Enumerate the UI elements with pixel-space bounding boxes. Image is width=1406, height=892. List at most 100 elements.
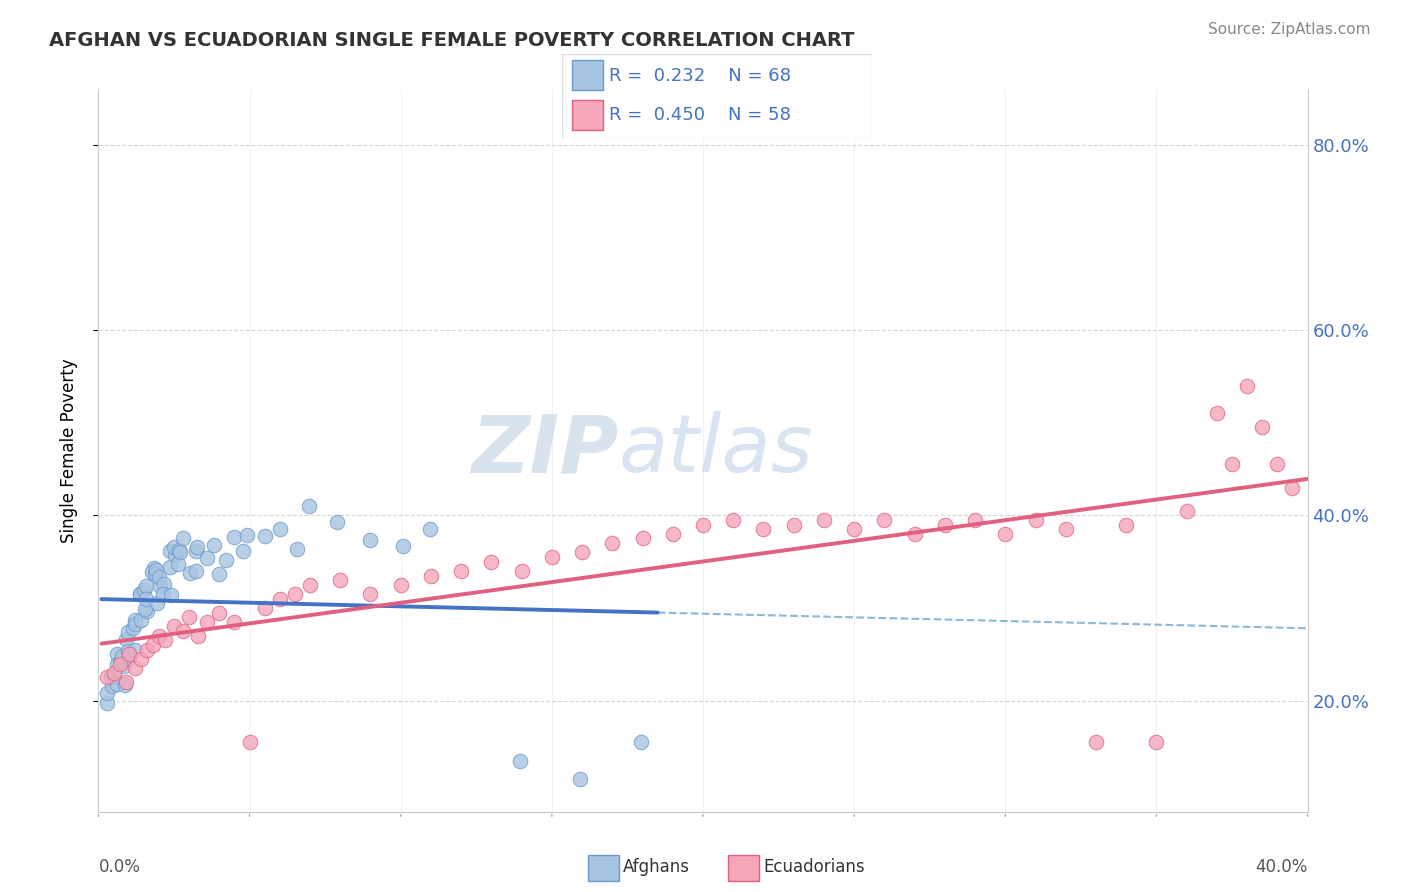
Point	[224, 530, 246, 544]
Point	[96, 670, 118, 684]
Point	[359, 533, 381, 547]
Point	[135, 642, 157, 657]
Point	[110, 653, 132, 667]
Point	[148, 629, 170, 643]
Point	[135, 592, 157, 607]
Point	[142, 638, 165, 652]
Point	[1206, 406, 1229, 420]
Text: 40.0%: 40.0%	[1256, 858, 1308, 876]
Point	[165, 548, 187, 562]
Point	[752, 522, 775, 536]
Point	[179, 610, 201, 624]
Text: Ecuadorians: Ecuadorians	[763, 858, 865, 876]
Point	[159, 588, 181, 602]
Point	[661, 526, 683, 541]
Point	[135, 579, 157, 593]
Point	[208, 567, 231, 582]
Point	[146, 596, 169, 610]
Point	[1054, 522, 1077, 536]
Point	[1085, 735, 1108, 749]
Point	[783, 517, 806, 532]
Point	[208, 606, 231, 620]
Point	[299, 578, 322, 592]
Point	[103, 668, 125, 682]
Point	[124, 613, 146, 627]
Point	[360, 587, 382, 601]
Point	[994, 526, 1017, 541]
Point	[904, 526, 927, 541]
Point	[152, 587, 174, 601]
Point	[1144, 735, 1167, 749]
Point	[1251, 420, 1274, 434]
Point	[184, 564, 207, 578]
Point	[159, 544, 181, 558]
Bar	[572, 100, 603, 130]
Point	[509, 754, 531, 768]
Point	[1024, 513, 1046, 527]
Point	[569, 772, 592, 787]
Point	[450, 564, 472, 578]
Point	[934, 517, 956, 532]
Point	[117, 643, 139, 657]
Point	[269, 522, 291, 536]
Point	[169, 545, 191, 559]
Point	[141, 565, 163, 579]
Point	[108, 657, 131, 671]
Point	[124, 616, 146, 631]
Point	[329, 573, 352, 587]
Point	[149, 579, 172, 593]
Text: R =  0.232    N = 68: R = 0.232 N = 68	[609, 67, 790, 85]
Point	[96, 686, 118, 700]
Point	[114, 678, 136, 692]
Point	[186, 540, 208, 554]
Point	[1220, 458, 1243, 472]
Point	[105, 677, 128, 691]
Point	[101, 679, 124, 693]
Point	[159, 560, 181, 574]
Point	[392, 540, 415, 554]
Point	[873, 513, 896, 527]
Point	[103, 665, 125, 680]
Point	[129, 586, 152, 600]
Point	[179, 566, 201, 580]
Point	[571, 545, 593, 559]
Point	[232, 544, 254, 558]
Text: atlas: atlas	[619, 411, 813, 490]
Point	[114, 675, 136, 690]
Point	[172, 531, 194, 545]
Point	[172, 624, 194, 639]
Point	[163, 619, 186, 633]
Point	[253, 601, 276, 615]
Point	[813, 513, 835, 527]
Point	[254, 529, 277, 543]
Point	[1236, 378, 1258, 392]
Text: R =  0.450    N = 58: R = 0.450 N = 58	[609, 106, 790, 124]
Y-axis label: Single Female Poverty: Single Female Poverty	[59, 359, 77, 542]
FancyBboxPatch shape	[562, 54, 872, 138]
Text: Afghans: Afghans	[623, 858, 690, 876]
Point	[215, 553, 238, 567]
Point	[510, 564, 533, 578]
Point	[1175, 503, 1198, 517]
Point	[298, 500, 321, 514]
Point	[105, 657, 128, 671]
Point	[111, 648, 134, 663]
Point	[723, 513, 745, 527]
Point	[1281, 481, 1303, 495]
Text: 0.0%: 0.0%	[98, 858, 141, 876]
Point	[100, 670, 122, 684]
Point	[134, 601, 156, 615]
Point	[153, 577, 176, 591]
Point	[389, 578, 412, 592]
Point	[153, 633, 176, 648]
Point	[143, 567, 166, 582]
Point	[419, 522, 441, 536]
Point	[284, 587, 307, 601]
Point	[224, 615, 246, 629]
Text: ZIP: ZIP	[471, 411, 619, 490]
Point	[167, 558, 190, 572]
Point	[117, 624, 139, 639]
Point	[118, 651, 141, 665]
Point	[1267, 458, 1289, 472]
Point	[844, 522, 866, 536]
